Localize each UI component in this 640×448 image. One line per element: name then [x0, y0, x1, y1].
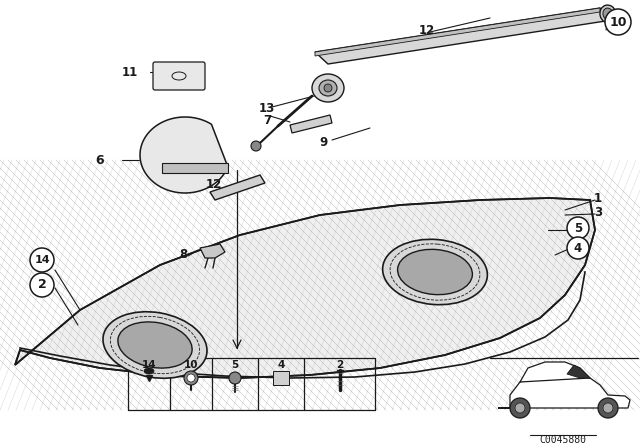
- Polygon shape: [162, 163, 228, 173]
- Text: 2: 2: [337, 360, 344, 370]
- Circle shape: [515, 403, 525, 413]
- Circle shape: [603, 403, 613, 413]
- FancyBboxPatch shape: [273, 371, 289, 385]
- Polygon shape: [140, 117, 228, 193]
- Text: 3: 3: [594, 206, 602, 219]
- Polygon shape: [498, 374, 630, 408]
- Circle shape: [30, 273, 54, 297]
- Text: 14: 14: [34, 255, 50, 265]
- Text: 7: 7: [263, 113, 271, 126]
- Circle shape: [324, 84, 332, 92]
- Circle shape: [184, 371, 198, 385]
- Text: 4: 4: [277, 360, 285, 370]
- Text: 12: 12: [419, 23, 435, 36]
- Circle shape: [30, 248, 54, 272]
- FancyBboxPatch shape: [153, 62, 205, 90]
- Polygon shape: [200, 244, 225, 258]
- Circle shape: [598, 398, 618, 418]
- Ellipse shape: [144, 368, 154, 374]
- Circle shape: [567, 237, 589, 259]
- Circle shape: [605, 9, 631, 35]
- Circle shape: [229, 372, 241, 384]
- Text: 2: 2: [38, 279, 46, 292]
- Text: C0045880: C0045880: [540, 435, 586, 445]
- Ellipse shape: [319, 80, 337, 96]
- Text: 12: 12: [206, 178, 222, 191]
- Text: 1: 1: [594, 191, 602, 204]
- Ellipse shape: [118, 322, 192, 368]
- Text: 5: 5: [232, 360, 239, 370]
- Circle shape: [251, 141, 261, 151]
- Ellipse shape: [383, 239, 488, 305]
- Text: 5: 5: [574, 221, 582, 234]
- Text: 13: 13: [259, 102, 275, 115]
- Polygon shape: [567, 365, 590, 378]
- Polygon shape: [315, 8, 600, 56]
- Circle shape: [510, 398, 530, 418]
- Text: 10: 10: [184, 360, 198, 370]
- Text: 8: 8: [179, 249, 187, 262]
- Polygon shape: [15, 198, 595, 378]
- Polygon shape: [520, 362, 590, 382]
- Text: 6: 6: [96, 154, 104, 167]
- Polygon shape: [315, 8, 612, 64]
- Ellipse shape: [312, 74, 344, 102]
- Ellipse shape: [103, 312, 207, 378]
- Polygon shape: [210, 175, 265, 200]
- Text: 14: 14: [141, 360, 156, 370]
- Text: 4: 4: [574, 241, 582, 254]
- Ellipse shape: [603, 8, 613, 20]
- Circle shape: [187, 374, 195, 382]
- Ellipse shape: [600, 5, 616, 23]
- Text: 10: 10: [609, 16, 627, 29]
- Ellipse shape: [397, 250, 472, 295]
- Text: 9: 9: [319, 135, 327, 148]
- Polygon shape: [290, 115, 332, 133]
- Circle shape: [567, 217, 589, 239]
- Text: 11: 11: [122, 65, 138, 78]
